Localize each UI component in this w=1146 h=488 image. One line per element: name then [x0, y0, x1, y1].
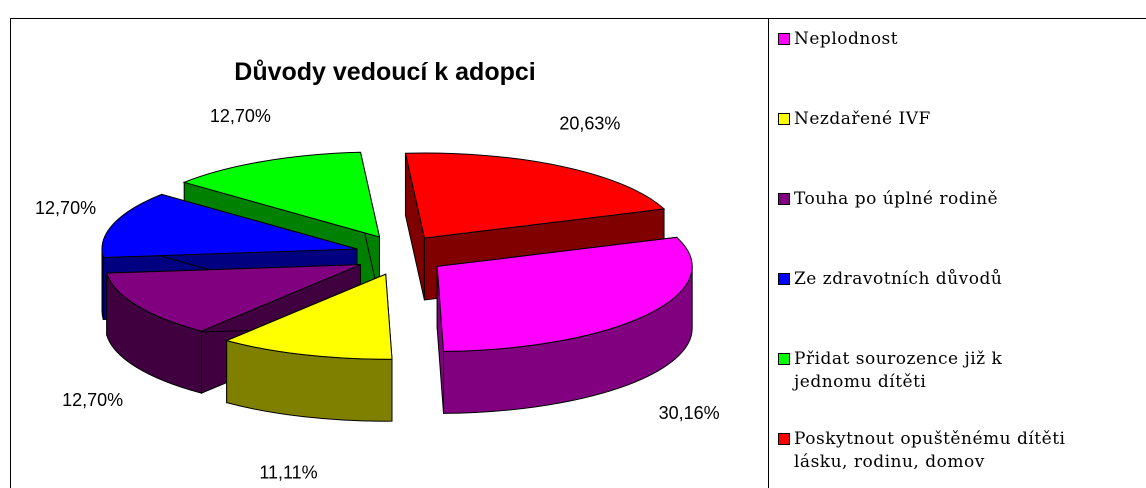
legend-swatch: [778, 193, 790, 205]
legend-swatch: [778, 353, 790, 365]
legend-label: Přidat sourozence již k jednomu dítěti: [794, 349, 1003, 392]
slice: [225, 273, 393, 422]
legend-item: Přidat sourozence již k jednomu dítěti: [778, 348, 1068, 394]
data-label: 12,70%: [210, 106, 271, 126]
legend-label: Ze zdravotních důvodů: [794, 269, 1003, 289]
legend-item: Nezdařené IVF: [778, 108, 1068, 131]
slice: [225, 273, 393, 360]
legend-label: Nezdařené IVF: [794, 109, 931, 129]
legend-label: Touha po úplné rodině: [794, 189, 999, 209]
slice: [106, 264, 361, 332]
slice: [101, 193, 358, 258]
slice: [436, 236, 693, 352]
legend-swatch: [778, 273, 790, 285]
legend-item: Poskytnout opuštěnému dítěti lásku, rodi…: [778, 428, 1068, 474]
data-label: 20,63%: [559, 114, 620, 134]
legend-swatch: [778, 433, 790, 445]
slice-side: [101, 249, 104, 320]
data-label: 12,70%: [62, 390, 123, 410]
slice: [404, 152, 666, 239]
legend-swatch: [778, 33, 790, 45]
chart-title: Důvody vedoucí k adopci: [234, 58, 535, 86]
data-label: 12,70%: [35, 198, 96, 218]
legend-swatch: [778, 113, 790, 125]
legend-item: Touha po úplné rodině: [778, 188, 1068, 211]
data-label: 30,16%: [659, 403, 720, 423]
slice: [436, 236, 693, 414]
slice: [182, 151, 381, 238]
legend-label: Neplodnost: [794, 29, 899, 49]
data-label: 11,11%: [259, 463, 317, 483]
legend-item: Neplodnost: [778, 28, 1068, 51]
legend-label: Poskytnout opuštěnému dítěti lásku, rodi…: [794, 429, 1066, 472]
legend-item: Ze zdravotních důvodů: [778, 268, 1068, 291]
